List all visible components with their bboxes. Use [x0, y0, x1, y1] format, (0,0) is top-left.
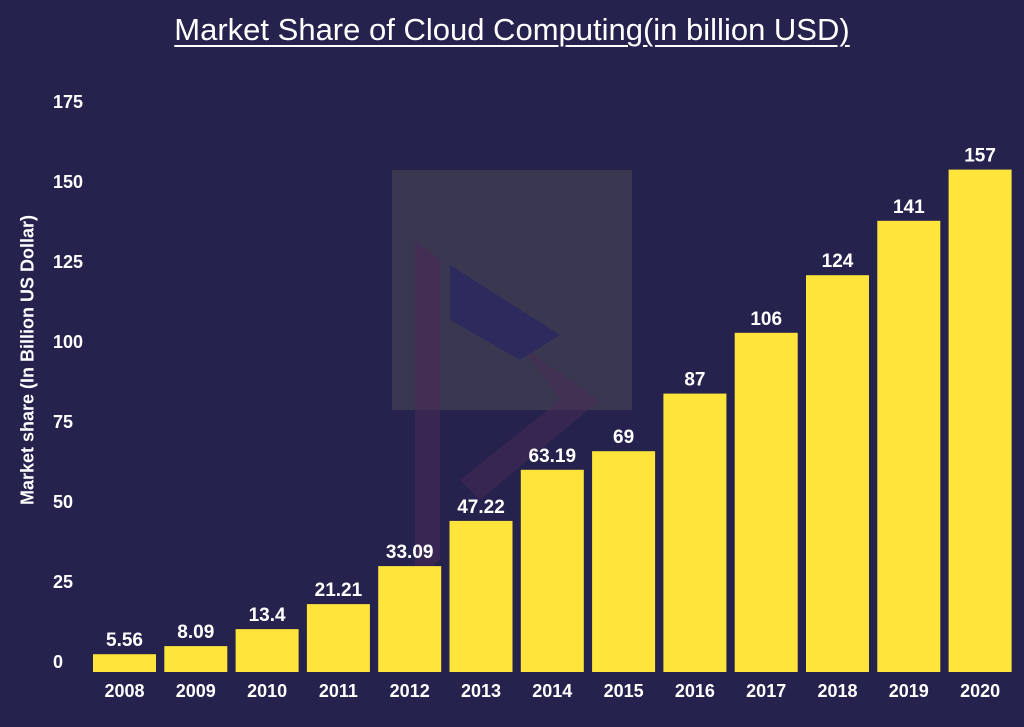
- bar-2019: [877, 220, 941, 673]
- bar-2017: [734, 332, 798, 672]
- y-tick-label: 175: [53, 92, 83, 112]
- y-tick-label: 25: [53, 572, 73, 592]
- y-tick-label: 100: [53, 332, 83, 352]
- x-tick-label: 2020: [960, 681, 1000, 701]
- data-label: 124: [822, 251, 854, 272]
- bar-2009: [164, 646, 228, 672]
- data-label: 8.09: [177, 622, 214, 643]
- x-tick-label: 2016: [675, 681, 715, 701]
- data-label: 13.4: [249, 605, 286, 626]
- bar-2014: [520, 469, 584, 672]
- x-tick-label: 2018: [817, 681, 857, 701]
- x-tick-label: 2012: [390, 681, 430, 701]
- x-tick-label: 2013: [461, 681, 501, 701]
- data-label: 47.22: [457, 497, 505, 518]
- data-label: 5.56: [106, 630, 143, 651]
- x-tick-label: 2008: [104, 681, 144, 701]
- watermark-logo: [392, 170, 632, 580]
- bar-2018: [806, 275, 869, 672]
- chart-title: Market Share of Cloud Computing(in billi…: [174, 12, 850, 47]
- bar-2012: [378, 566, 442, 672]
- data-label: 87: [684, 370, 705, 391]
- data-label: 157: [964, 146, 996, 167]
- bar-2013: [449, 520, 513, 672]
- x-tick-label: 2010: [247, 681, 287, 701]
- data-label: 33.09: [386, 542, 434, 563]
- x-tick-label: 2015: [604, 681, 644, 701]
- data-label: 21.21: [315, 580, 363, 601]
- bar-2010: [235, 629, 299, 672]
- data-label: 106: [750, 309, 782, 330]
- y-tick-label: 50: [53, 492, 73, 512]
- x-tick-label: 2009: [176, 681, 216, 701]
- data-label: 63.19: [529, 446, 577, 467]
- bar-2011: [306, 604, 370, 672]
- x-tick-label: 2017: [746, 681, 786, 701]
- y-tick-label: 75: [53, 412, 73, 432]
- y-tick-label: 0: [53, 652, 63, 672]
- y-tick-label: 125: [53, 252, 83, 272]
- y-tick-label: 150: [53, 172, 83, 192]
- data-label: 141: [893, 197, 925, 218]
- bar-2008: [93, 654, 156, 672]
- data-label: 69: [613, 427, 634, 448]
- x-tick-label: 2014: [532, 681, 572, 701]
- bar-2015: [592, 451, 656, 672]
- x-tick-label: 2019: [889, 681, 929, 701]
- bar-2020: [948, 169, 1012, 672]
- bar-2016: [663, 393, 727, 672]
- x-tick-label: 2011: [319, 681, 358, 701]
